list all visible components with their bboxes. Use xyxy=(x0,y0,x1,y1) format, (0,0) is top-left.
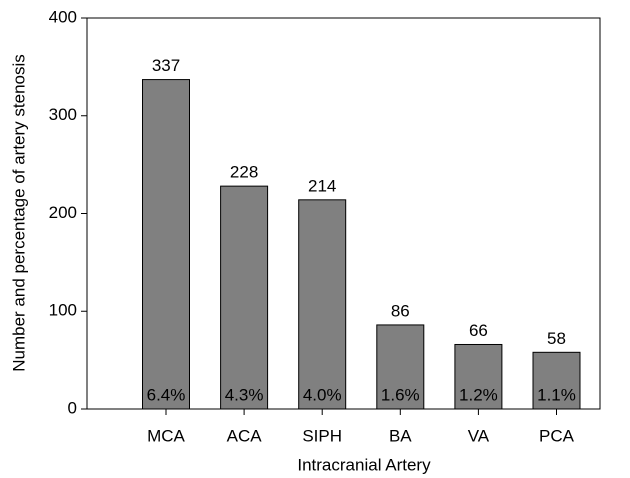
x-tick-label: VA xyxy=(468,426,490,445)
percent-label: 4.0% xyxy=(303,385,342,404)
bar xyxy=(142,79,190,410)
y-tick-label: 100 xyxy=(49,301,77,320)
x-tick-label: SIPH xyxy=(302,426,342,445)
y-tick-label: 300 xyxy=(49,105,77,124)
percent-label: 6.4% xyxy=(147,385,186,404)
x-tick-label: BA xyxy=(389,426,412,445)
value-label: 86 xyxy=(391,301,410,320)
x-tick-label: MCA xyxy=(147,426,185,445)
value-label: 58 xyxy=(547,329,566,348)
percent-label: 1.6% xyxy=(381,385,420,404)
y-tick-label: 0 xyxy=(68,398,77,417)
bar xyxy=(532,351,581,410)
y-tick-label: 400 xyxy=(49,7,77,26)
percent-label: 4.3% xyxy=(225,385,264,404)
percent-label: 1.1% xyxy=(537,385,576,404)
y-axis-label: Number and percentage of artery stenosis xyxy=(9,54,28,372)
x-tick-label: ACA xyxy=(227,426,263,445)
y-tick-label: 200 xyxy=(49,203,77,222)
x-axis-label: Intracranial Artery xyxy=(297,455,431,474)
value-label: 337 xyxy=(152,56,180,75)
x-tick-label: PCA xyxy=(539,426,575,445)
value-label: 66 xyxy=(469,321,488,340)
value-label: 214 xyxy=(308,176,336,195)
value-label: 228 xyxy=(230,163,258,182)
percent-label: 1.2% xyxy=(459,385,498,404)
bar xyxy=(220,185,269,410)
bar xyxy=(454,343,503,410)
bar xyxy=(298,199,347,410)
